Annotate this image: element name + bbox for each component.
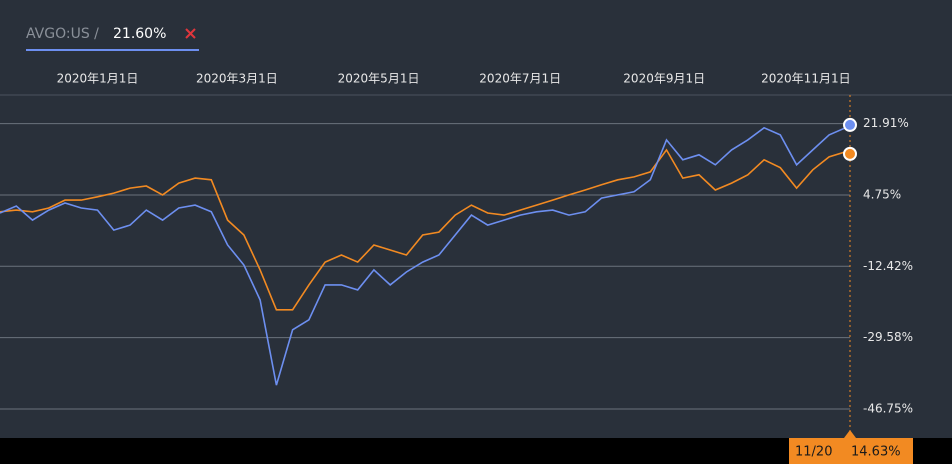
end-marker xyxy=(843,117,857,132)
y-tick-label: -29.58% xyxy=(863,330,913,344)
x-tick-label: 2020年5月1日 xyxy=(338,72,420,86)
y-tick-label: 21.91% xyxy=(863,116,909,130)
hover-box xyxy=(789,438,913,464)
x-tick-label: 2020年7月1日 xyxy=(479,72,561,86)
y-tick-label: -12.42% xyxy=(863,259,913,273)
series-line xyxy=(0,148,851,311)
x-tick-label: 2020年9月1日 xyxy=(623,72,705,86)
legend-ticker: AVGO:US / xyxy=(26,26,99,42)
y-tick-label: 4.75% xyxy=(863,187,901,201)
end-marker xyxy=(843,146,857,161)
x-tick-label: 2020年11月1日 xyxy=(761,72,850,86)
x-tick-label: 2020年3月1日 xyxy=(196,72,278,86)
hover-pointer xyxy=(844,430,856,438)
hover-value: 14.63% xyxy=(851,445,901,460)
y-tick-label: -46.75% xyxy=(863,401,913,415)
legend-value: 21.60% xyxy=(113,26,166,42)
x-tick-label: 2020年1月1日 xyxy=(57,72,139,86)
legend-remove[interactable] xyxy=(185,28,196,39)
hover-date: 11/20 xyxy=(795,445,832,460)
series-line xyxy=(0,124,851,386)
